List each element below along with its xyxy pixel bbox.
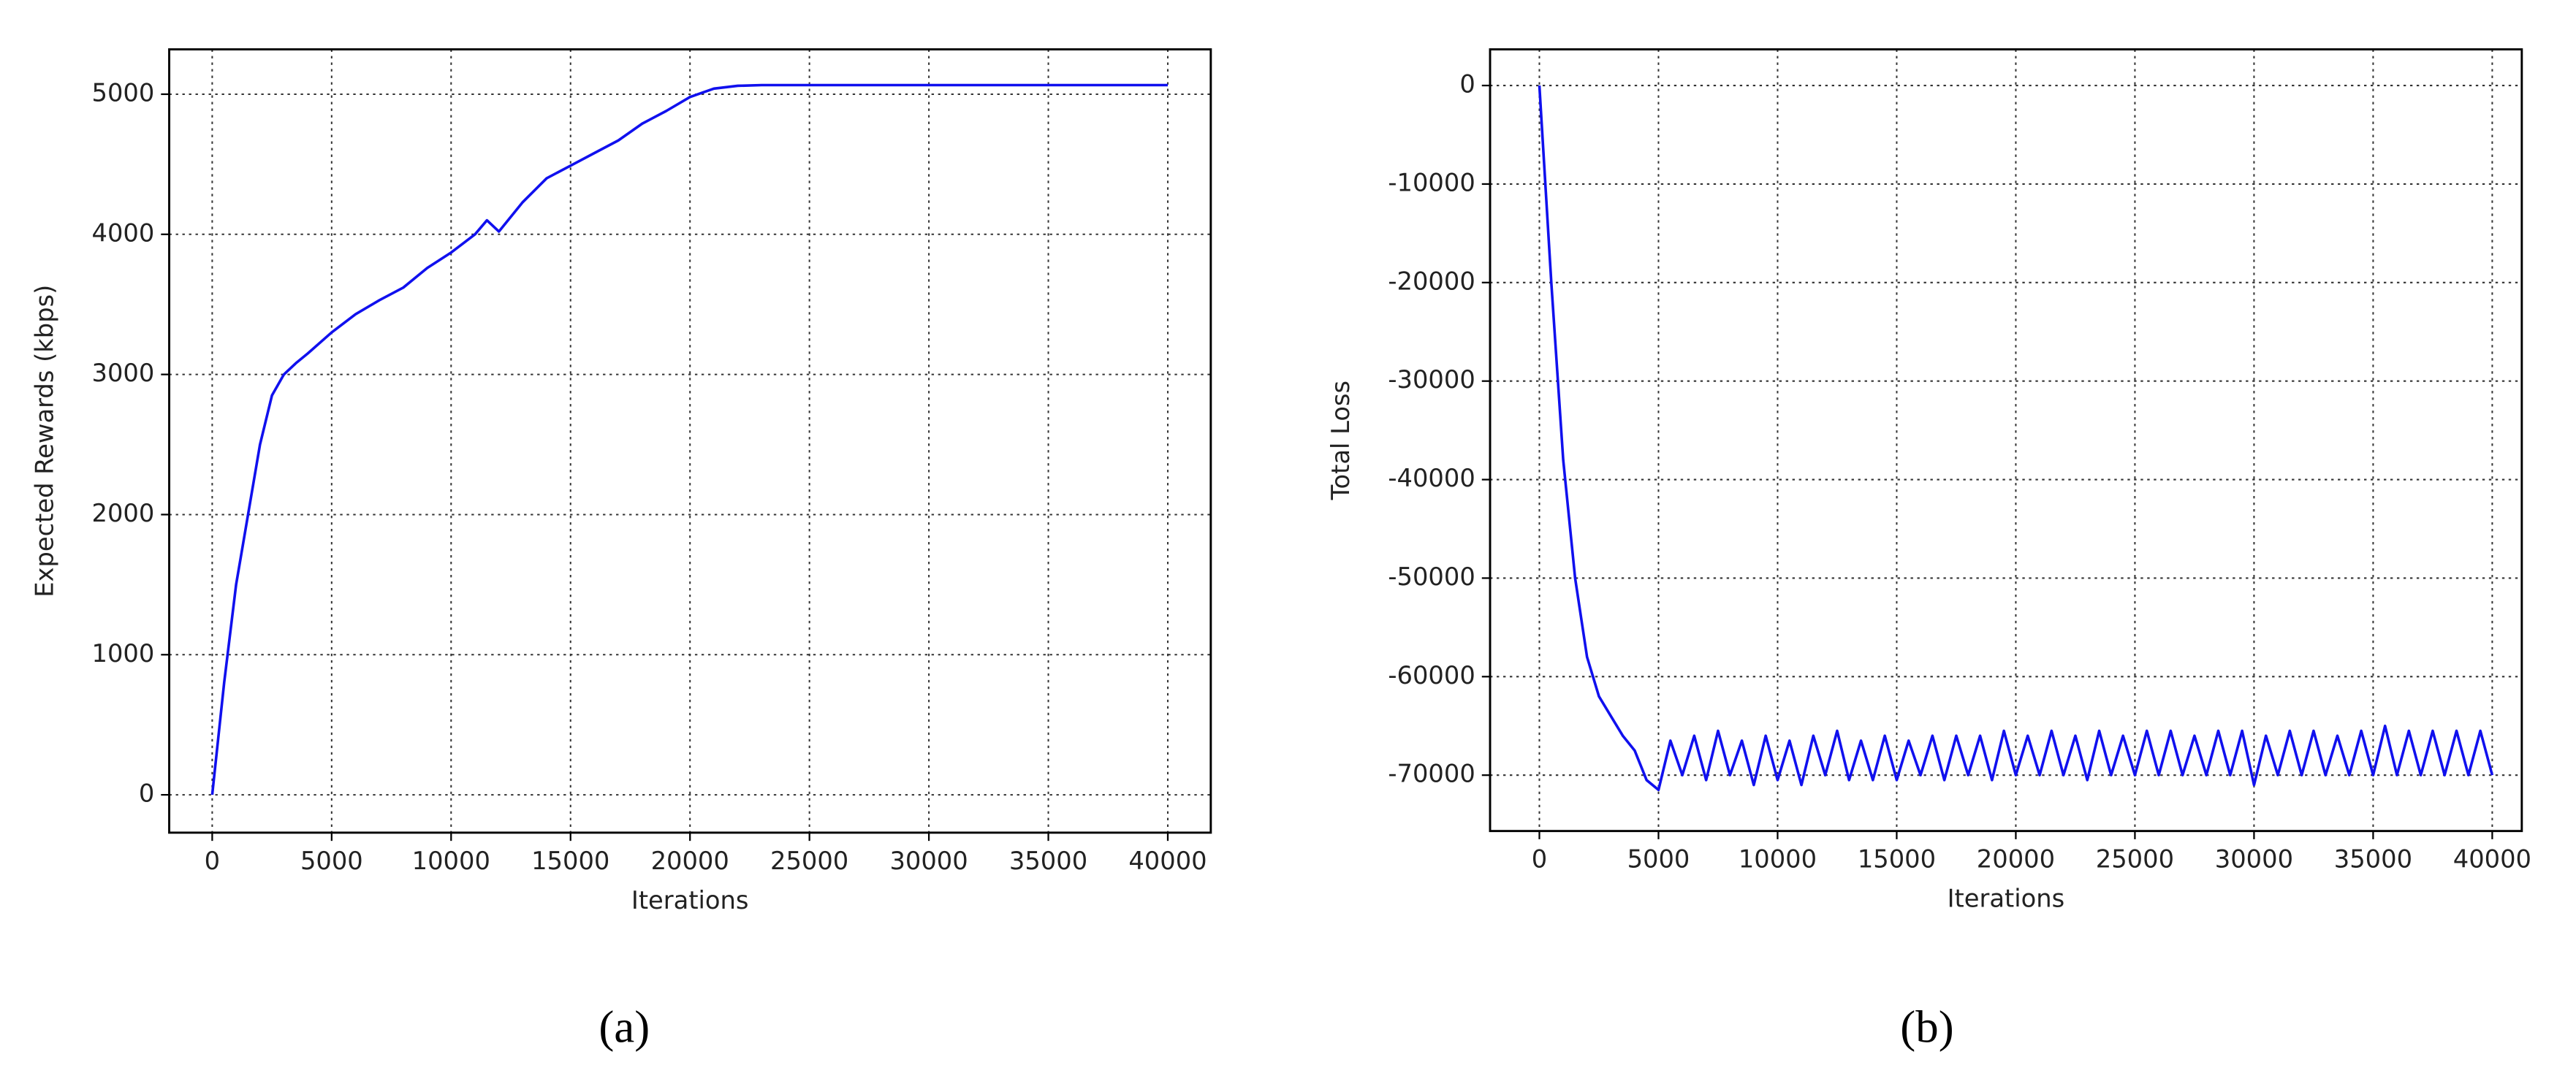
y-tick-label: 0 — [1459, 70, 1475, 99]
x-tick-label: 25000 — [770, 847, 848, 875]
x-tick-label: 40000 — [2453, 845, 2531, 874]
x-tick-label: 15000 — [531, 847, 609, 875]
plot-frame — [168, 48, 1212, 834]
x-tick-label: 35000 — [1009, 847, 1087, 875]
x-tick-label: 25000 — [2096, 845, 2174, 874]
y-tick-label: 2000 — [92, 499, 155, 527]
y-tick-label: 0 — [139, 779, 154, 808]
data-line — [1538, 85, 2494, 792]
x-tick-label: 0 — [205, 847, 220, 875]
y-axis-label: Expected Rewards (kbps) — [30, 285, 58, 598]
data-line — [210, 83, 1169, 795]
x-tick-label: 30000 — [889, 847, 968, 875]
plot-frame — [1489, 48, 2523, 833]
x-tick-label: 10000 — [1739, 845, 1817, 874]
x-tick-label: 0 — [1532, 845, 1547, 874]
y-tick-label: -50000 — [1388, 562, 1475, 591]
x-axis-label: Iterations — [1948, 885, 2065, 913]
y-tick-label: -10000 — [1388, 168, 1475, 196]
x-tick-label: 5000 — [1627, 845, 1690, 874]
x-tick-label: 20000 — [651, 847, 729, 875]
y-tick-label: 3000 — [92, 359, 155, 387]
x-tick-label: 35000 — [2334, 845, 2412, 874]
y-tick-label: 5000 — [92, 78, 155, 107]
y-tick-label: -70000 — [1388, 760, 1475, 788]
x-tick-label: 30000 — [2215, 845, 2293, 874]
y-axis-label: Total Loss — [1326, 381, 1355, 500]
x-tick-label: 10000 — [412, 847, 490, 875]
panel-caption: (a) — [599, 1001, 650, 1052]
x-tick-label: 20000 — [1977, 845, 2055, 874]
y-tick-label: -40000 — [1388, 464, 1475, 492]
y-tick-label: -30000 — [1388, 365, 1475, 394]
x-axis-label: Iterations — [631, 886, 749, 915]
x-tick-label: 40000 — [1128, 847, 1207, 875]
y-tick-label: -60000 — [1388, 661, 1475, 690]
y-tick-label: 1000 — [92, 639, 155, 668]
panel-caption: (b) — [1900, 1001, 1953, 1052]
y-tick-label: -20000 — [1388, 267, 1475, 295]
y-tick-label: 4000 — [92, 218, 155, 247]
x-tick-label: 15000 — [1858, 845, 1936, 874]
x-tick-label: 5000 — [300, 847, 363, 875]
